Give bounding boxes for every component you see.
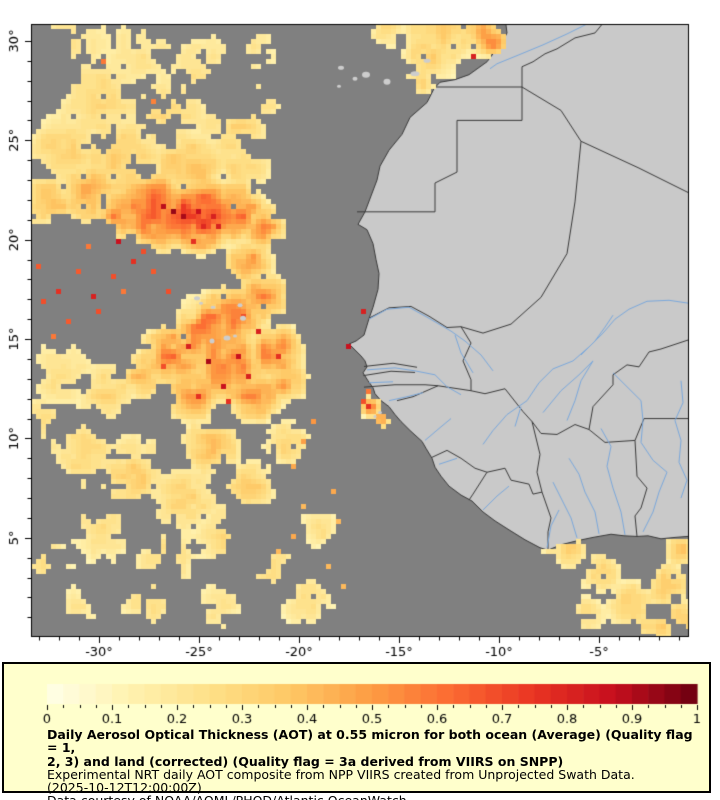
legend-timestamp: (2025-10-12T12:00:00Z) (47, 780, 202, 796)
legend-caption: Daily Aerosol Optical Thickness (AOT) at… (47, 728, 703, 800)
legend-panel: Daily Aerosol Optical Thickness (AOT) at… (2, 662, 711, 800)
legend-subtitle: Experimental NRT daily AOT composite fro… (47, 766, 635, 782)
legend-credit: Data courtesy of NOAA/AOML/PHOD/Atlantic… (47, 794, 703, 800)
legend-title-line2: 2, 3) and land (corrected) (Quality flag… (47, 753, 564, 769)
aot-map-canvas (0, 0, 720, 660)
legend-title-line1: Daily Aerosol Optical Thickness (AOT) at… (47, 727, 693, 756)
colorbar-canvas (4, 664, 709, 726)
